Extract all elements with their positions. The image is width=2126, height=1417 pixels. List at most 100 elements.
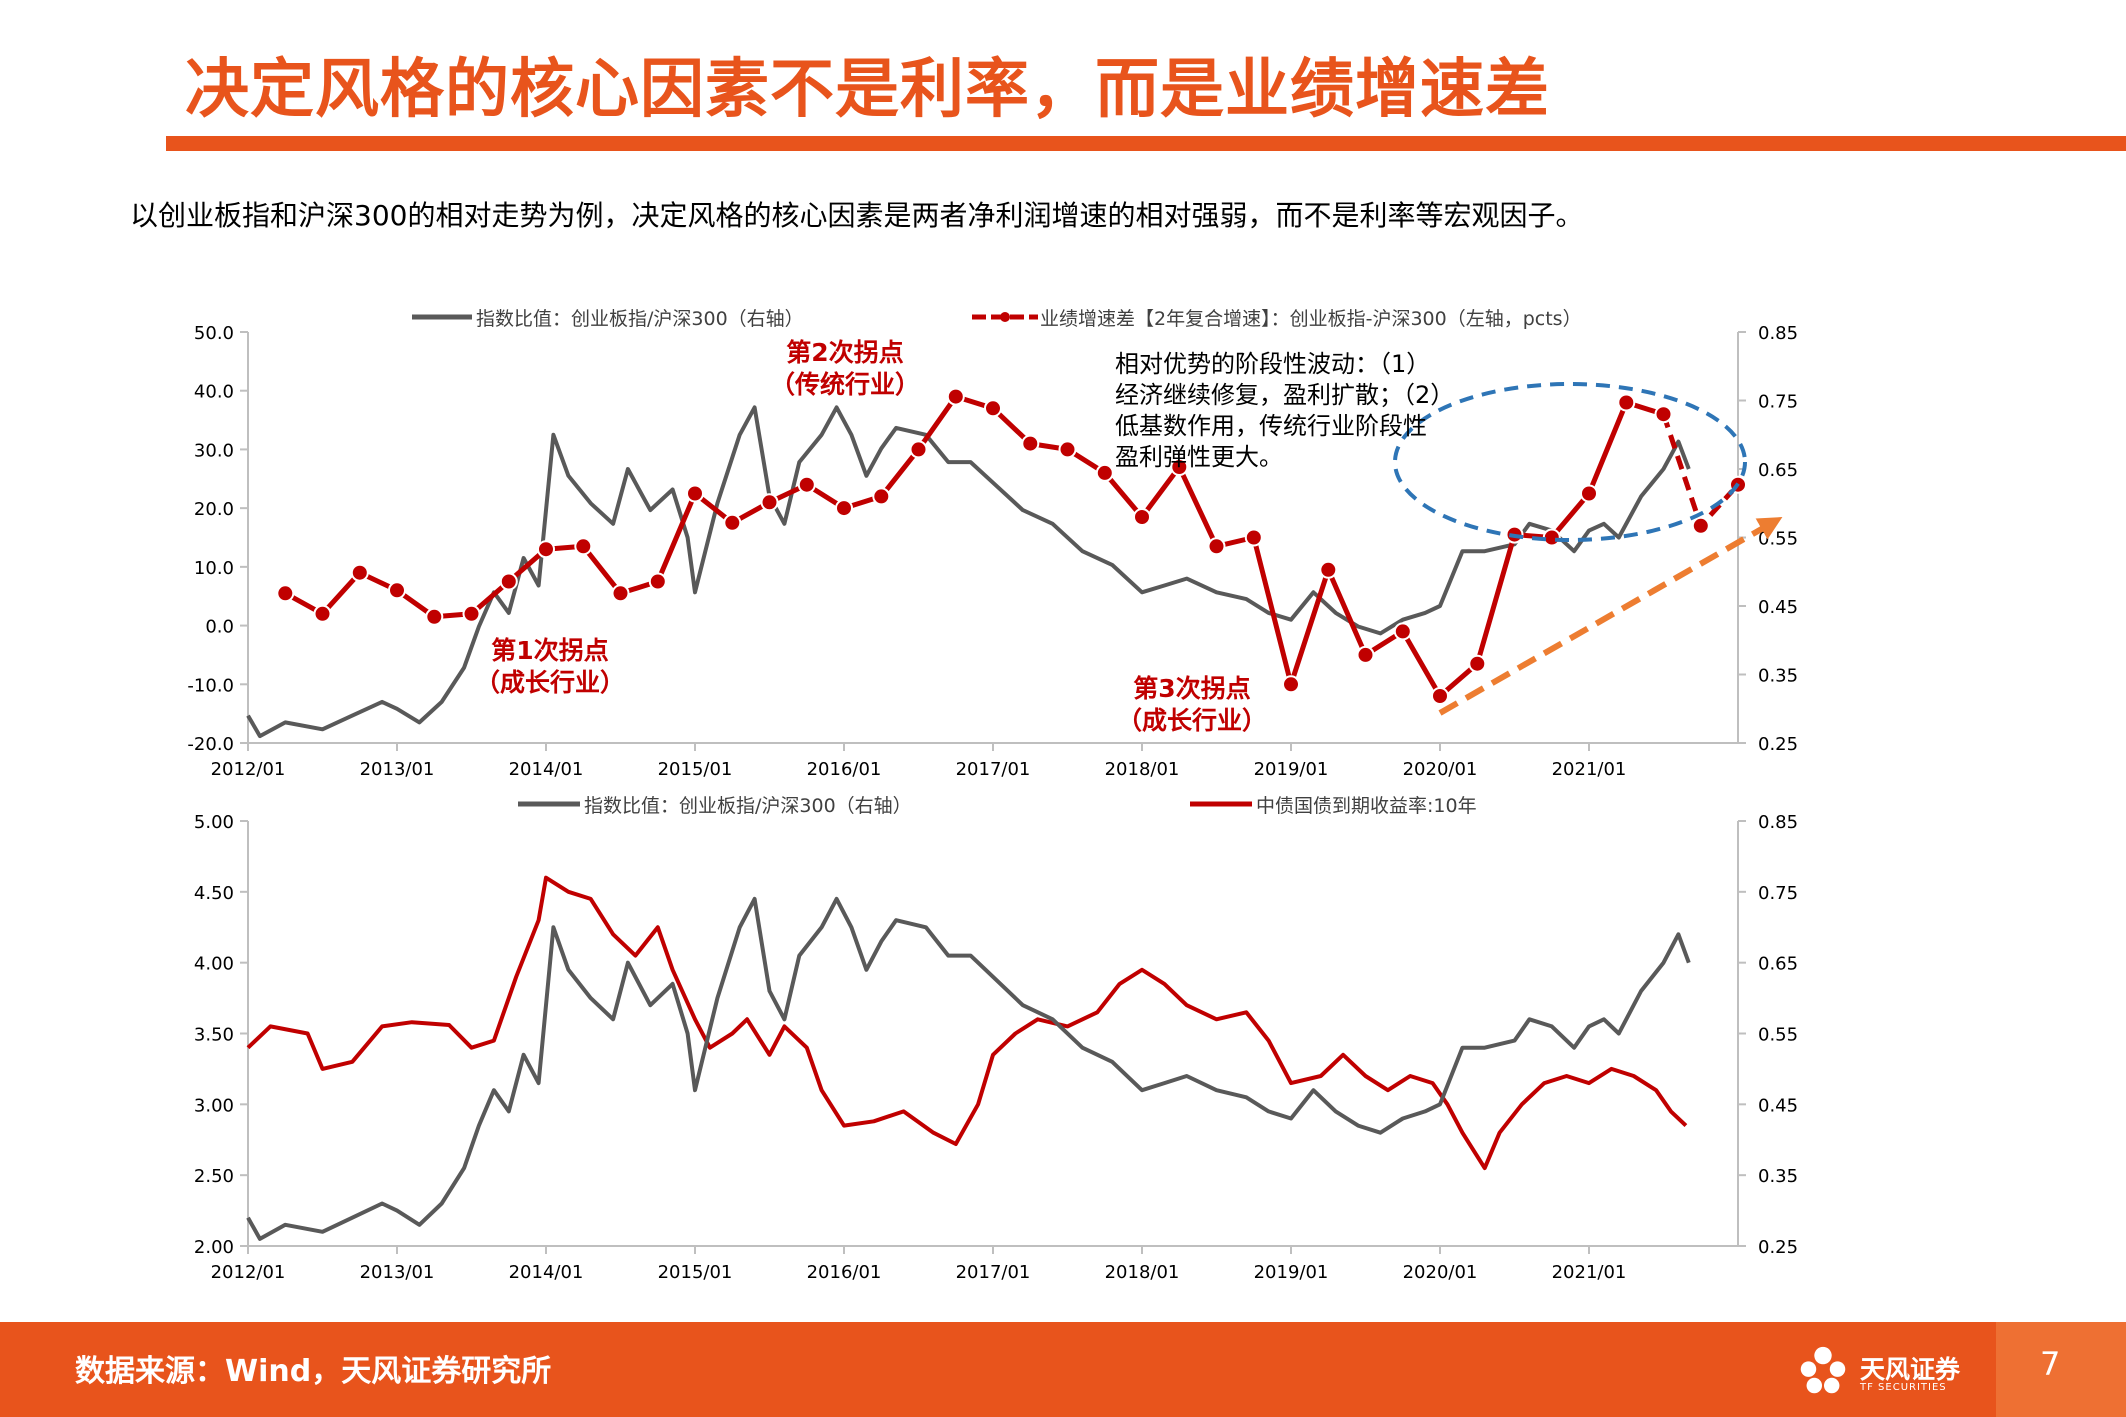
- growth-gap-point: [1207, 537, 1226, 556]
- x-tick-label: 2014/01: [509, 1262, 584, 1283]
- title-underline: [166, 136, 2126, 151]
- growth-gap-point: [1617, 393, 1636, 412]
- left-tick-label: 20.0: [194, 499, 234, 520]
- left-tick-label: 3.50: [194, 1025, 234, 1046]
- chart-1-series-index-ratio: [246, 405, 1691, 739]
- x-tick-label: 2017/01: [956, 759, 1031, 780]
- right-tick-label: 0.75: [1758, 883, 1798, 904]
- x-tick-label: 2015/01: [658, 759, 733, 780]
- growth-gap-point: [872, 487, 891, 506]
- growth-gap-point: [1133, 508, 1151, 526]
- right-tick-label: 0.35: [1758, 1166, 1798, 1187]
- annotation-turn1-line2: （成长行业）: [475, 668, 625, 697]
- left-tick-label: 0.0: [205, 617, 234, 638]
- growth-gap-point: [1431, 687, 1449, 705]
- right-tick-label: 0.75: [1758, 392, 1798, 413]
- left-tick-label: 40.0: [194, 382, 234, 403]
- chart-1-series-earnings-growth-gap-forecast: [1661, 413, 1740, 531]
- left-tick-label: 10.0: [194, 558, 234, 579]
- growth-gap-point: [984, 399, 1002, 418]
- left-tick-label: 4.50: [194, 883, 234, 904]
- chart-1-legend-gray: 指数比值：创业板指/沪深300（右轴）: [476, 308, 804, 330]
- left-tick-label: 4.00: [194, 954, 234, 975]
- x-tick-label: 2016/01: [807, 1262, 882, 1283]
- growth-gap-point: [537, 540, 555, 559]
- chart-2-legend-gray: 指数比值：创业板指/沪深300（右轴）: [584, 795, 912, 817]
- growth-gap-point: [462, 604, 481, 623]
- chart-2-legend: 指数比值：创业板指/沪深300（右轴） 中债国债到期收益率:10年: [518, 795, 1477, 817]
- chart-1: 50.0 40.0 30.0 20.0 10.0 0.0 -10.0 -20.0 0.85 0.…: [187, 308, 1798, 780]
- chart-1-legend: 指数比值：创业板指/沪深300（右轴） 业绩增速差【2年复合增速】：创业板指-沪…: [412, 308, 1582, 330]
- footer-bar: [0, 1322, 2126, 1417]
- x-tick-label: 2018/01: [1105, 1262, 1180, 1283]
- left-tick-label: -20.0: [187, 734, 234, 755]
- growth-gap-point: [835, 499, 853, 518]
- chart-2-legend-red: 中债国债到期收益率:10年: [1256, 795, 1477, 817]
- growth-gap-point: [1468, 654, 1487, 673]
- logo-subtitle: TF SECURITIES: [1860, 1382, 1947, 1393]
- left-tick-label: 2.00: [194, 1237, 234, 1258]
- growth-gap-point: [313, 604, 332, 623]
- left-tick-label: 50.0: [194, 323, 234, 344]
- x-tick-label: 2013/01: [360, 1262, 435, 1283]
- growth-gap-point: [1170, 458, 1189, 476]
- logo-name: 天风证券: [1860, 1355, 1961, 1384]
- chart-2-series-index-ratio: [246, 896, 1691, 1241]
- chart-2-series-bond-yield: [246, 875, 1688, 1171]
- trend-arrow: [1438, 517, 1783, 716]
- x-tick-label: 2021/01: [1552, 759, 1627, 780]
- growth-gap-point: [1580, 484, 1598, 503]
- right-tick-label: 0.35: [1758, 666, 1798, 687]
- charts-canvas: 50.0 40.0 30.0 20.0 10.0 0.0 -10.0 -20.0 0.85 0.…: [187, 308, 1798, 1283]
- left-tick-label: 2.50: [194, 1166, 234, 1187]
- annotation-turn2-line2: （传统行业）: [770, 370, 920, 399]
- right-tick-label: 0.85: [1758, 812, 1798, 833]
- growth-gap-point: [648, 572, 667, 591]
- tf-logo-icon: [1800, 1346, 1846, 1394]
- left-tick-label: 5.00: [194, 812, 234, 833]
- growth-gap-point: [276, 584, 295, 603]
- right-tick-label: 0.45: [1758, 597, 1798, 618]
- left-tick-label: 3.00: [194, 1095, 234, 1116]
- right-tick-label: 0.25: [1758, 1237, 1798, 1258]
- growth-gap-point: [425, 607, 444, 626]
- page-number: 7: [2040, 1345, 2061, 1383]
- annotation-turn3-line2: （成长行业）: [1117, 706, 1267, 735]
- page-number-box: [1996, 1322, 2126, 1417]
- growth-gap-point: [499, 572, 518, 591]
- growth-gap-point: [574, 537, 593, 556]
- growth-gap-point: [686, 484, 704, 503]
- right-tick-label: 0.85: [1758, 323, 1798, 344]
- growth-gap-point: [1058, 440, 1077, 459]
- growth-gap-point: [1244, 528, 1263, 547]
- growth-gap-point: [909, 440, 928, 459]
- note-line-3: 低基数作用，传统行业阶段性: [1115, 412, 1427, 440]
- annotation-turn2-line1: 第2次拐点: [786, 338, 903, 367]
- highlight-ellipse: [1393, 382, 1747, 542]
- x-tick-label: 2017/01: [956, 1262, 1031, 1283]
- x-tick-label: 2013/01: [360, 759, 435, 780]
- left-tick-label: -10.0: [187, 675, 234, 696]
- x-tick-label: 2016/01: [807, 759, 882, 780]
- x-tick-label: 2019/01: [1254, 759, 1329, 780]
- right-tick-label: 0.55: [1758, 1025, 1798, 1046]
- growth-gap-point: [350, 563, 369, 582]
- note-line-1: 相对优势的阶段性波动：（1）: [1115, 350, 1430, 378]
- x-tick-label: 2012/01: [211, 759, 286, 780]
- growth-gap-point: [797, 475, 816, 494]
- x-tick-label: 2014/01: [509, 759, 584, 780]
- growth-gap-point: [388, 581, 406, 600]
- growth-gap-point: [946, 387, 965, 406]
- growth-gap-point: [611, 584, 630, 603]
- annotation-turn3-line1: 第3次拐点: [1133, 674, 1250, 703]
- annotation-turn1-line1: 第1次拐点: [491, 636, 608, 665]
- x-tick-label: 2020/01: [1403, 759, 1478, 780]
- x-tick-label: 2012/01: [211, 1262, 286, 1283]
- x-tick-label: 2020/01: [1403, 1262, 1478, 1283]
- right-tick-label: 0.65: [1758, 954, 1798, 975]
- growth-gap-point: [1021, 434, 1040, 453]
- growth-gap-point: [1319, 560, 1338, 579]
- growth-gap-point: [1393, 622, 1412, 641]
- growth-gap-point: [1282, 675, 1300, 694]
- page-title: 决定风格的核心因素不是利率，而是业绩增速差: [185, 53, 1550, 127]
